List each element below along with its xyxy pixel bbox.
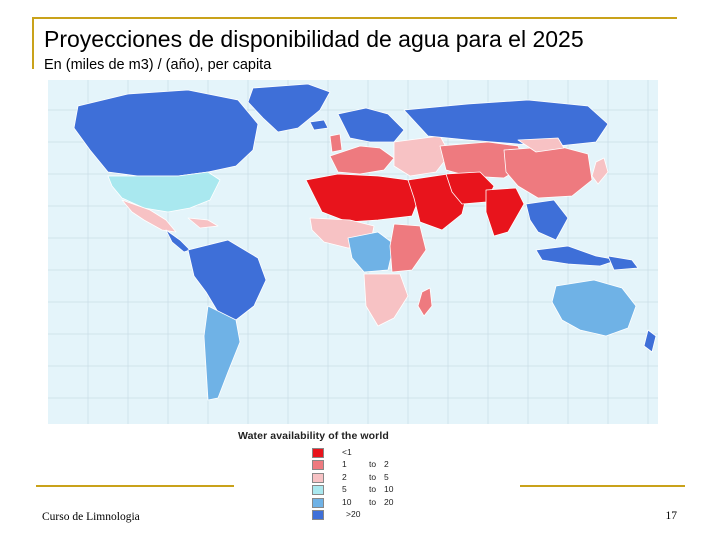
- legend-swatch: [312, 472, 324, 483]
- legend-item: 1 to 2: [312, 459, 432, 471]
- central-america: [165, 229, 191, 253]
- southern-africa: [363, 273, 409, 327]
- legend-from: 1: [342, 459, 347, 470]
- legend-to-word: to: [369, 484, 377, 495]
- russia: [403, 99, 609, 147]
- greenland: [247, 83, 331, 133]
- legend-item: >20: [312, 509, 432, 521]
- legend-to: 5: [384, 471, 389, 482]
- frame-line-bottom-left: [36, 485, 234, 487]
- world-map-svg: [48, 80, 658, 424]
- legend-from: >20: [346, 509, 361, 519]
- legend-title: Water availability of the world: [238, 430, 389, 442]
- legend-swatch: [312, 485, 324, 496]
- legend-to: 20: [384, 496, 394, 507]
- caribbean: [187, 217, 219, 229]
- legend-item: <1: [312, 447, 432, 459]
- legend-from: 5: [342, 484, 347, 495]
- uk: [329, 133, 343, 153]
- east-africa: [389, 223, 427, 273]
- legend-swatch: [312, 510, 324, 520]
- usa: [107, 171, 221, 213]
- southeast-asia: [525, 199, 569, 241]
- iceland: [309, 119, 329, 131]
- papua: [607, 255, 639, 271]
- legend-swatch: [312, 497, 324, 508]
- legend-swatch: [312, 448, 324, 458]
- footer-course-name: Curso de Limnologia: [42, 511, 140, 523]
- europe-central: [329, 145, 395, 175]
- slide-subtitle: En (miles de m3) / (año), per capita: [44, 57, 272, 73]
- slide-title: Proyecciones de disponibilidad de agua p…: [44, 26, 584, 52]
- legend-to-word: to: [369, 459, 377, 470]
- frame-line-top: [32, 17, 677, 19]
- world-water-map: [48, 80, 658, 424]
- mexico: [121, 199, 177, 233]
- south-america-south: [203, 305, 241, 401]
- europe-west: [337, 107, 405, 143]
- canada: [73, 89, 259, 177]
- legend-to: 10: [384, 484, 394, 495]
- indonesia: [535, 245, 619, 267]
- legend-to-word: to: [369, 496, 377, 507]
- page-number: 17: [665, 510, 678, 522]
- legend-item: 5 to 10: [312, 484, 432, 496]
- legend-item: 2 to 5: [312, 472, 432, 484]
- frame-line-bottom-right: [520, 485, 685, 487]
- countries: [73, 83, 657, 401]
- legend-to-word: to: [369, 471, 377, 482]
- frame-line-left: [32, 17, 34, 69]
- india: [485, 187, 525, 237]
- china: [503, 145, 593, 199]
- legend-to: 2: [384, 459, 389, 470]
- madagascar: [417, 287, 433, 317]
- south-america-north: [187, 239, 267, 321]
- legend-from: 2: [342, 471, 347, 482]
- japan: [591, 157, 609, 185]
- central-africa: [347, 231, 395, 273]
- australia: [551, 279, 637, 337]
- new-zealand: [643, 329, 657, 353]
- legend-from: 10: [342, 496, 352, 507]
- legend-item: 10 to 20: [312, 497, 432, 509]
- legend-from: <1: [342, 447, 352, 457]
- mongolia: [517, 137, 565, 153]
- legend-swatch: [312, 460, 324, 471]
